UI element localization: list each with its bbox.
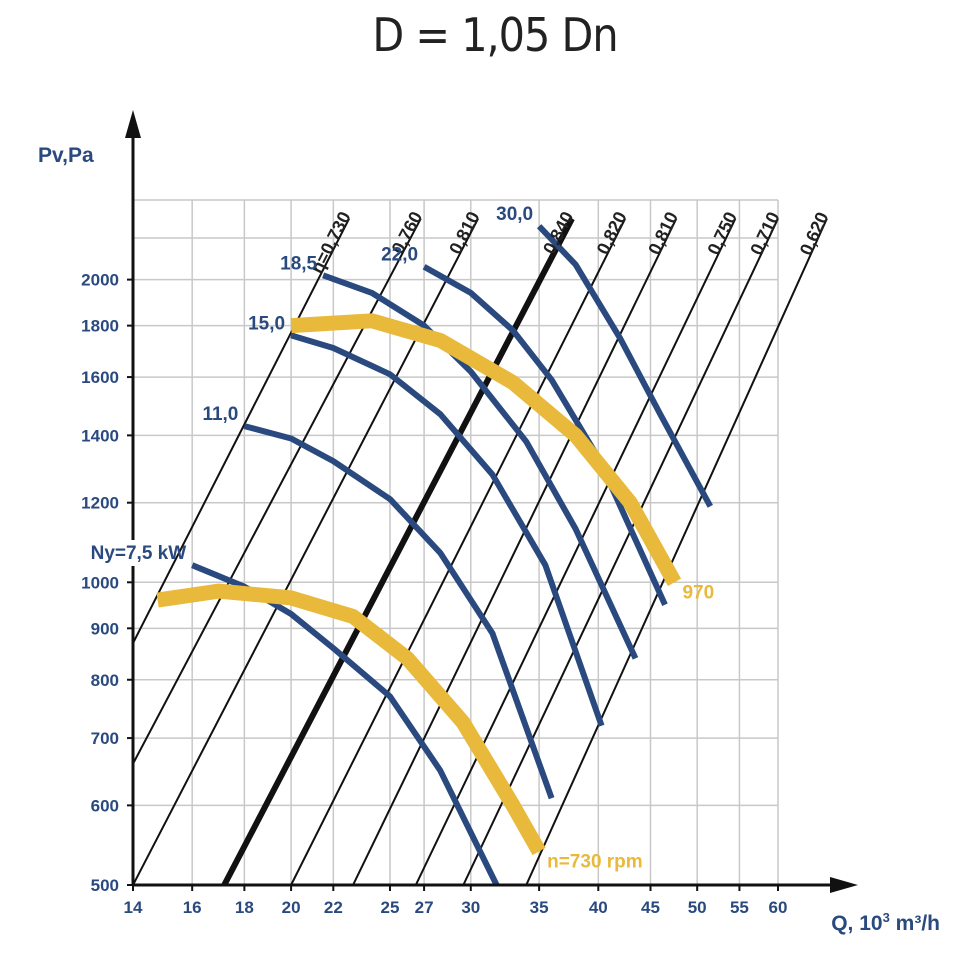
x-tick-label-16: 16 <box>183 898 202 917</box>
efficiency-label-6: 0,750 <box>703 209 741 258</box>
speed-curves <box>156 313 682 856</box>
y-tick-label-600: 600 <box>91 796 119 815</box>
y-axis-arrow <box>125 110 141 138</box>
efficiency-line-6 <box>414 218 737 885</box>
y-tick-label-1600: 1600 <box>81 368 119 387</box>
power-curve-1 <box>243 423 555 800</box>
power-label-1: 11,0 <box>202 404 238 425</box>
y-tick-label-500: 500 <box>91 876 119 895</box>
efficiency-lines <box>133 217 828 885</box>
x-tick-label-22: 22 <box>324 898 343 917</box>
x-tick-label-55: 55 <box>730 898 749 917</box>
efficiency-line-8 <box>525 218 828 885</box>
y-axis-break <box>127 540 139 566</box>
y-tick-label-1000: 1000 <box>81 573 119 592</box>
efficiency-line-4 <box>290 218 627 885</box>
y-tick-label-900: 900 <box>91 619 119 638</box>
speed-curve-1 <box>290 313 682 586</box>
x-tick-label-25: 25 <box>381 898 400 917</box>
y-tick-label-700: 700 <box>91 729 119 748</box>
power-label-3: 18,5 <box>280 253 317 274</box>
efficiency-line-5 <box>352 218 678 885</box>
efficiency-label-2: 0,810 <box>445 208 483 257</box>
y-tick-label-1800: 1800 <box>81 317 119 336</box>
speed-label-0: n=730 rpm <box>547 851 643 872</box>
power-curve-5 <box>536 224 713 508</box>
x-tick-label-35: 35 <box>530 898 549 917</box>
x-tick-label-50: 50 <box>688 898 707 917</box>
power-label-5: 30,0 <box>496 204 533 225</box>
y-tick-label-2000: 2000 <box>81 271 119 290</box>
y-tick-label-1400: 1400 <box>81 426 119 445</box>
x-tick-label-40: 40 <box>589 898 608 917</box>
power-curve-3 <box>322 272 639 660</box>
power-curve-2 <box>290 332 605 727</box>
x-tick-label-60: 60 <box>769 898 788 917</box>
power-label-0: Ny=7,5 kW <box>91 543 187 564</box>
speed-label-1: 970 <box>682 582 714 603</box>
y-axis-label: Pv,Pa <box>38 144 94 167</box>
power-label-4: 22,0 <box>381 245 418 266</box>
efficiency-line-0 <box>133 218 351 644</box>
efficiency-line-1 <box>133 218 422 765</box>
speed-curve-0 <box>156 583 546 856</box>
chart-labels: η=0,730 0,760 0,810 0,840 0,820 0,810 0,750 0,7… <box>38 144 940 935</box>
efficiency-line-7 <box>462 218 779 885</box>
power-label-2: 15,0 <box>248 313 285 334</box>
x-tick-label-30: 30 <box>461 898 480 917</box>
efficiency-label-8: 0,620 <box>796 209 833 258</box>
x-axis-arrow <box>830 877 858 893</box>
chart-axes <box>125 110 858 893</box>
chart-title: D = 1,05 Dn <box>372 8 618 62</box>
x-tick-label-27: 27 <box>415 898 434 917</box>
x-tick-label-18: 18 <box>235 898 254 917</box>
x-tick-label-20: 20 <box>282 898 301 917</box>
x-tick-label-45: 45 <box>641 898 660 917</box>
x-tick-label-14: 14 <box>124 898 143 917</box>
y-tick-label-1200: 1200 <box>81 494 119 513</box>
y-tick-label-800: 800 <box>91 671 119 690</box>
x-axis-label: Q, 103 m³/h <box>831 910 940 935</box>
